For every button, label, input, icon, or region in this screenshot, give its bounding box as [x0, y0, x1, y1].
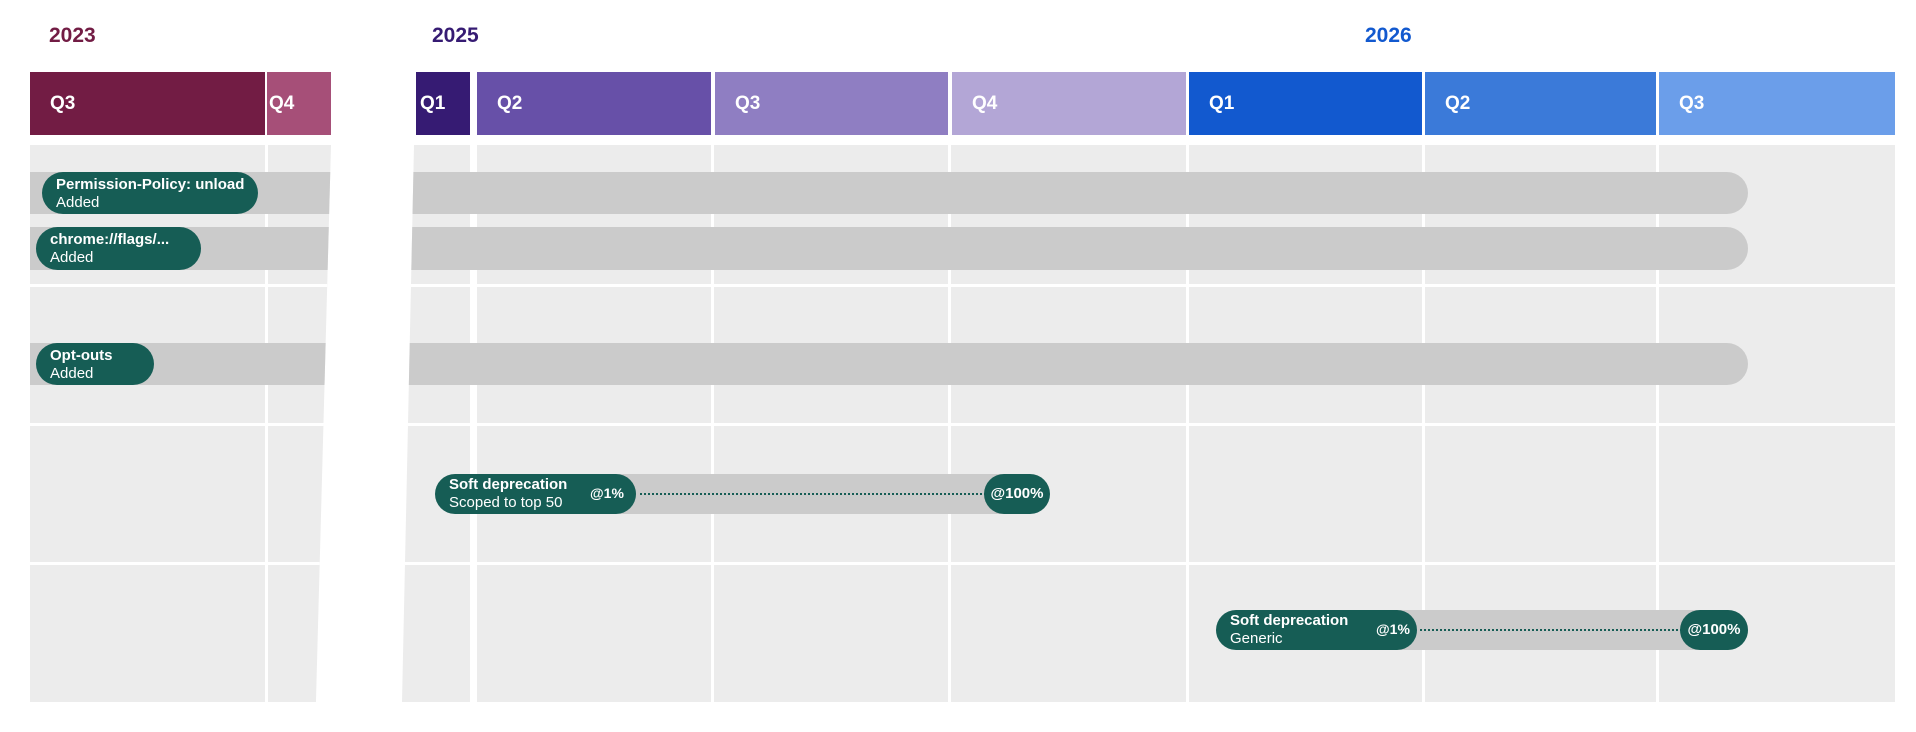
- year-2023-label: 2023: [49, 24, 96, 47]
- quarter-2026-q2: Q2: [1425, 72, 1656, 135]
- track: [402, 343, 1748, 385]
- item-subtitle: Added: [50, 365, 94, 382]
- grid-line: [402, 423, 1895, 426]
- grid-line: [30, 423, 331, 426]
- item-subtitle: Generic: [1230, 630, 1283, 647]
- panel-2025-2026: [402, 145, 1895, 702]
- quarter-2026-q1: Q1: [1189, 72, 1422, 135]
- quarter-2025-q3: Q3: [715, 72, 948, 135]
- item-subtitle: Added: [50, 249, 94, 266]
- item-subtitle: Added: [56, 194, 100, 211]
- end-percent-pill: @100%: [1680, 610, 1748, 650]
- year-2025-label: 2025: [432, 24, 479, 47]
- grid-line: [402, 284, 1895, 287]
- quarter-2025-q2: Q2: [477, 72, 711, 135]
- track: [402, 172, 1748, 214]
- item-title: Permission-Policy: unload: [56, 176, 245, 193]
- end-percent-pill: @100%: [984, 474, 1050, 514]
- start-percent: @1%: [1376, 621, 1410, 637]
- item-opt-outs: Opt-outs Added: [36, 343, 154, 385]
- grid-line: [30, 284, 331, 287]
- item-title: Opt-outs: [50, 347, 113, 364]
- quarter-2023-q4: Q4: [267, 72, 331, 135]
- item-title: Soft deprecation: [449, 476, 568, 493]
- quarter-2025-q4: Q4: [952, 72, 1186, 135]
- item-title: Soft deprecation: [1230, 612, 1349, 629]
- grid-line: [30, 562, 331, 565]
- item-soft-deprecation-generic: Soft deprecation Generic @1%: [1216, 610, 1417, 650]
- year-2026-label: 2026: [1365, 24, 1412, 47]
- quarter-2023-q3: Q3: [30, 72, 265, 135]
- track: [402, 227, 1748, 270]
- item-title: chrome://flags/...: [50, 231, 170, 248]
- item-soft-deprecation-scoped: Soft deprecation Scoped to top 50 @1%: [435, 474, 636, 514]
- rollout-dotted-line: [1420, 629, 1682, 631]
- grid-line: [402, 562, 1895, 565]
- quarter-2025-q1: Q1: [416, 72, 470, 135]
- quarter-2026-q3: Q3: [1659, 72, 1895, 135]
- item-permission-policy-unload: Permission-Policy: unload Added: [42, 172, 258, 214]
- item-subtitle: Scoped to top 50: [449, 494, 563, 511]
- start-percent: @1%: [590, 485, 624, 501]
- item-chrome-flags: chrome://flags/... Added: [36, 227, 201, 270]
- rollout-dotted-line: [640, 493, 990, 495]
